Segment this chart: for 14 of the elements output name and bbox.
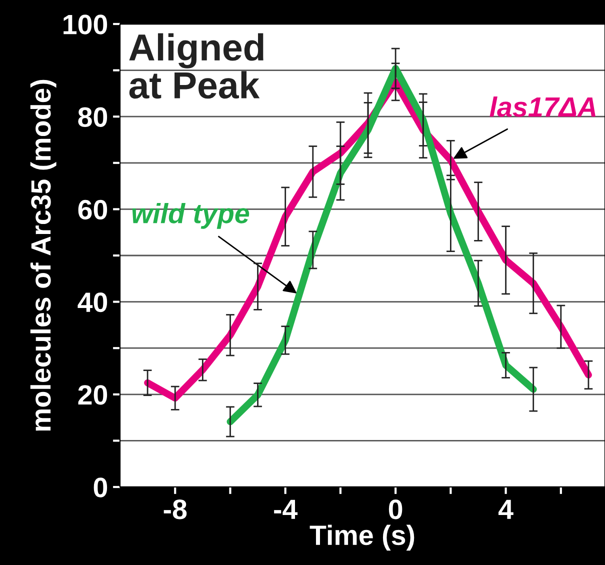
x-tick-label: 4: [498, 500, 514, 519]
y-tick-label: 40: [78, 292, 108, 312]
y-axis-title: molecules of Arc35 (mode): [30, 80, 56, 431]
y-tick-label: 100: [64, 14, 108, 34]
y-tick-label: 60: [78, 200, 108, 220]
x-tick-label: -8: [164, 500, 187, 520]
annotation: Aligned at Peak: [129, 33, 264, 99]
x-axis-title: Time (s): [310, 524, 414, 551]
x-tick-label: -4: [274, 500, 298, 519]
x-tick-label: 0: [388, 500, 402, 520]
y-tick-label: 20: [78, 385, 108, 405]
y-tick-label: 0: [94, 478, 108, 498]
text: las17ΔA: [490, 96, 596, 117]
y-tick-label: 80: [78, 107, 108, 127]
